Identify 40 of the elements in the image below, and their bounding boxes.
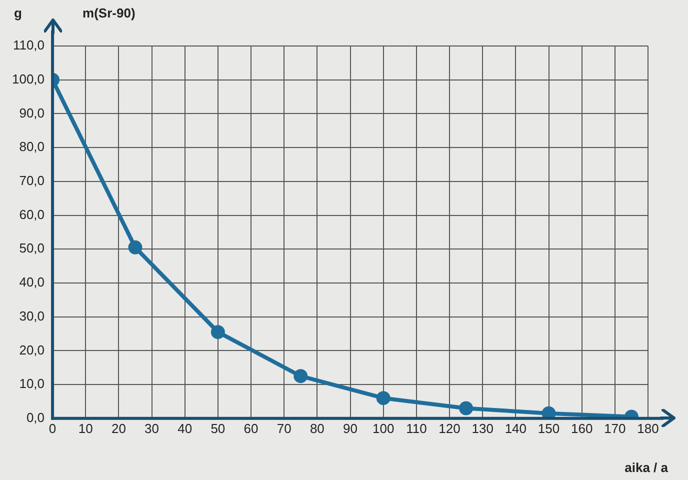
x-tick-label: 70: [276, 420, 292, 436]
y-tick-label: 10,0: [19, 376, 45, 392]
y-tick-label: 90,0: [19, 105, 45, 120]
y-tick-label: 50,0: [19, 240, 45, 256]
y-tick-label: 100,0: [12, 71, 45, 86]
point: [459, 401, 474, 416]
x-tick-label: 110: [406, 420, 427, 436]
y-axis-title: g: [14, 6, 22, 21]
x-tick-label: 140: [504, 420, 527, 436]
x-tick-label: 170: [604, 420, 626, 436]
x-tick-label: 90: [343, 420, 358, 436]
x-tick-label: 40: [178, 420, 192, 436]
y-tick-label: 80,0: [19, 139, 45, 154]
x-axis-title: aika / a: [624, 460, 669, 475]
y-tick-label: 70,0: [19, 172, 45, 188]
x-tick-label: 0: [48, 420, 56, 436]
y-tick-label: 110,0: [12, 38, 45, 53]
x-tick-label: 120: [438, 420, 460, 436]
x-tick-label: 130: [472, 420, 494, 436]
chart-title: m(Sr-90): [82, 6, 136, 21]
point: [128, 240, 142, 254]
y-tick-label: 0,0: [26, 410, 45, 425]
x-tick-label: 180: [637, 420, 659, 436]
x-tick-label: 20: [111, 420, 126, 436]
x-tick-label: 60: [244, 420, 258, 436]
x-tick-label: 30: [144, 420, 160, 436]
x-tick-label: 160: [570, 420, 593, 436]
point: [294, 369, 308, 384]
y-tick-label: 20,0: [19, 342, 45, 358]
y-tick-label: 40,0: [19, 274, 45, 290]
x-tick-label: 10: [78, 420, 93, 436]
y-tick-label: 30,0: [19, 308, 45, 324]
x-tick-label: 80: [310, 420, 324, 436]
point: [542, 406, 556, 418]
point: [376, 391, 390, 406]
point: [210, 325, 225, 340]
x-tick-label: 150: [538, 420, 560, 436]
x-tick-label: 50: [210, 420, 226, 436]
x-tick-label: 100: [372, 420, 394, 436]
y-tick-label: 60,0: [19, 206, 45, 222]
